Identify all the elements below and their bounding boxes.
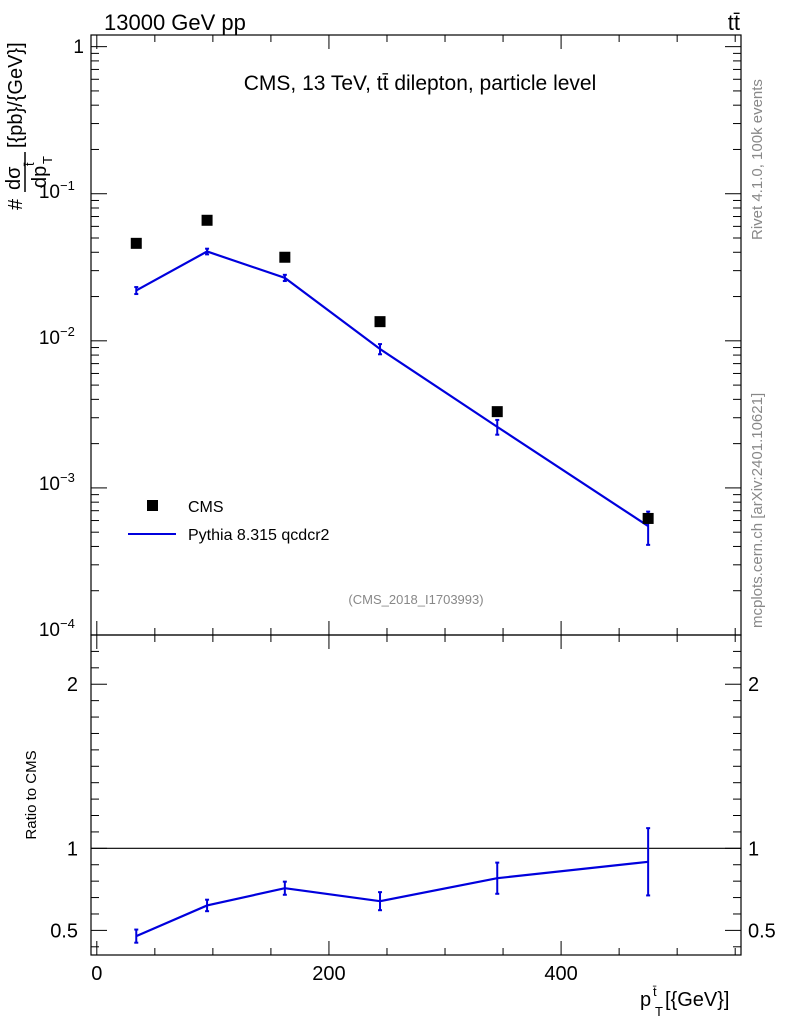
svg-text:10: 10 (39, 328, 60, 349)
main-y-axis-label: # dσ dp t̄ T [{pb}/{GeV}] (3, 42, 55, 210)
pythia-line (135, 250, 649, 528)
svg-text:t̄: t̄ (653, 984, 657, 999)
svg-text:10: 10 (39, 474, 60, 495)
svg-text:T: T (655, 1004, 663, 1019)
svg-text:[{GeV}]: [{GeV}] (665, 989, 730, 1011)
ratio-y-tick-label-left: 1 (67, 838, 78, 860)
analysis-label: (CMS_2018_I1703993) (348, 592, 483, 607)
ratio-y-tick-label-left: 0.5 (50, 920, 78, 942)
ratio-axis-ticks (91, 635, 741, 955)
cms-data-point (374, 316, 386, 328)
svg-text:10: 10 (39, 182, 60, 203)
y-tick-label-0.01: 10 −2 (39, 324, 75, 349)
x-axis-label: p t̄ T [{GeV}] (640, 984, 730, 1019)
cms-data-point (279, 251, 291, 263)
legend-label-pythia: Pythia 8.315 qcdcr2 (188, 527, 330, 544)
legend-marker-cms (147, 500, 158, 511)
ratio-panel: 0.5 0.5 1 1 2 2 0 200 400 Ratio to CMS p t̄ T [… (23, 634, 776, 1019)
ratio-y-tick-labels: 0.5 0.5 1 1 2 2 (50, 674, 776, 942)
ratio-y-tick-label-right: 2 (748, 674, 759, 696)
ratio-y-tick-label-left: 2 (67, 674, 78, 696)
header-energy-label: 13000 GeV pp (104, 10, 246, 35)
main-axis-ticks (91, 35, 741, 636)
main-title: CMS, 13 TeV, tt̄ dilepton, particle leve… (244, 72, 597, 95)
svg-text:−2: −2 (60, 324, 75, 339)
ratio-frame (90, 634, 742, 956)
cms-data-point (642, 512, 654, 524)
ratio-y-axis-label: Ratio to CMS (23, 750, 40, 839)
ratio-line (135, 860, 649, 938)
mcplots-source-label: mcplots.cern.ch [arXiv:2401.10621] (749, 393, 766, 628)
svg-text:dσ: dσ (3, 166, 25, 190)
svg-text:p: p (640, 989, 651, 1011)
y-tick-label-1: 1 (73, 37, 84, 58)
rivet-version-label: Rivet 4.1.0, 100k events (749, 79, 766, 240)
svg-text:T: T (40, 156, 55, 164)
x-tick-labels: 0 200 400 (91, 963, 578, 985)
x-tick-label: 400 (544, 963, 577, 985)
main-series-layer (130, 214, 654, 546)
svg-text:dp: dp (29, 166, 51, 188)
legend-label-cms: CMS (188, 499, 224, 516)
svg-text:−1: −1 (60, 178, 75, 193)
main-panel: CMS, 13 TeV, tt̄ dilepton, particle leve… (3, 34, 742, 641)
svg-text:#: # (5, 198, 27, 210)
svg-text:[{pb}/{GeV}]: [{pb}/{GeV}] (5, 42, 27, 148)
y-tick-label-0.001: 10 −3 (39, 470, 75, 495)
ratio-series-layer (134, 827, 651, 944)
cms-data-point (491, 406, 503, 418)
ratio-y-tick-label-right: 0.5 (748, 920, 776, 942)
cms-data-point (130, 237, 142, 249)
ratio-y-tick-label-right: 1 (748, 838, 759, 860)
legend: CMS Pythia 8.315 qcdcr2 (128, 499, 330, 544)
svg-text:10: 10 (39, 620, 60, 641)
svg-text:t̄: t̄ (22, 162, 37, 166)
svg-text:−3: −3 (60, 470, 75, 485)
main-frame (90, 34, 742, 636)
y-tick-label-0.1: 10 −1 (39, 178, 75, 203)
x-tick-label: 200 (312, 963, 345, 985)
x-tick-label: 0 (91, 963, 102, 985)
y-tick-label-0.0001: 10 −4 (39, 616, 75, 641)
cms-data-point (201, 214, 213, 226)
svg-text:−4: −4 (60, 616, 75, 631)
header-process-label: tt̄ (728, 10, 740, 35)
